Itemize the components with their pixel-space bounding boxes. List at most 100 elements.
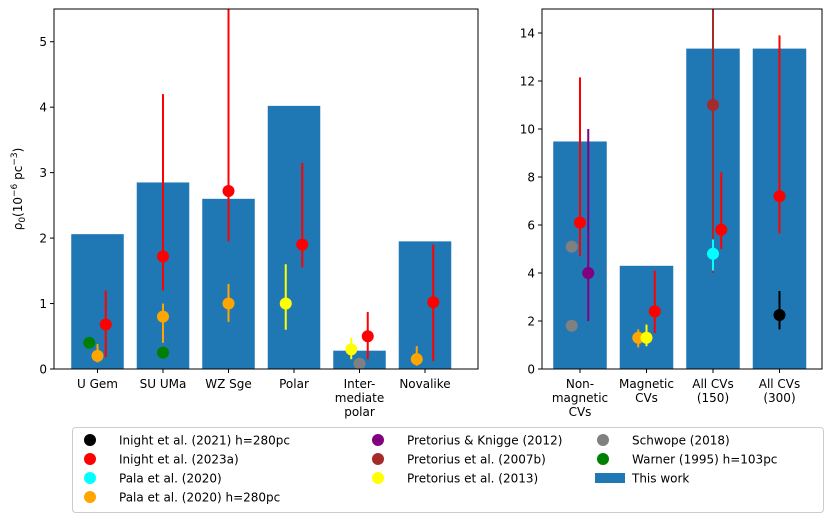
y-tick-label: 4 (39, 101, 47, 115)
data-point (707, 99, 719, 111)
data-point (773, 190, 786, 203)
x-tick-label-line: (300) (763, 391, 795, 405)
bar (398, 241, 452, 369)
x-tick-label-line: Non- (566, 377, 594, 391)
data-point (361, 330, 374, 343)
data-point (565, 319, 578, 332)
legend-label: Pala et al. (2020) h=280pc (119, 491, 280, 505)
y-axis-label-close: ) (11, 148, 25, 153)
legend-label: This work (631, 472, 689, 486)
axes-frame (541, 8, 823, 370)
y-tick-label: 0 (39, 363, 47, 377)
legend-marker (84, 453, 96, 465)
x-tick-label: Novalike (399, 377, 450, 391)
legend-label: Inight et al. (2021) h=280pc (119, 434, 290, 448)
y-tick-label: 12 (520, 75, 535, 89)
legend-label: Warner (1995) h=103pc (632, 453, 777, 467)
legend: Inight et al. (2021) h=280pc Inight et al… (72, 427, 824, 513)
x-tick-label: Magnetic CVs (619, 377, 674, 405)
data-point (353, 357, 366, 370)
data-point (632, 331, 645, 344)
bar (619, 265, 674, 369)
y-tick-label: 10 (520, 123, 535, 137)
data-point (157, 250, 169, 263)
x-tick-label: Non-magnetic CVs (552, 377, 608, 419)
y-axis-label-sub: 0 (18, 217, 28, 223)
bar (267, 105, 321, 369)
x-tick-label-line: SU UMa (140, 377, 187, 391)
x-tick-label-line: Magnetic (619, 377, 674, 391)
x-tick-label: SU UMa (140, 377, 187, 391)
y-axis-label-rho: ρ (11, 223, 25, 231)
legend-swatch (595, 473, 625, 483)
y-axis-label-exp2: −3 (10, 152, 20, 165)
x-tick-label-line: Inter- (344, 377, 376, 391)
y-tick-label: 3 (39, 166, 47, 180)
legend-marker (84, 491, 96, 503)
legend-label: Pretorius et al. (2007b) (407, 453, 546, 467)
y-tick-label: 4 (527, 267, 535, 281)
x-tick-label: WZ Sge (205, 377, 252, 391)
data-point (83, 336, 96, 349)
x-tick-label-line: magnetic (552, 391, 608, 405)
y-tick-label: 6 (527, 219, 535, 233)
legend-marker (84, 434, 96, 446)
legend-marker (597, 434, 609, 446)
legend-marker (597, 453, 609, 465)
x-tick-label-line: U Gem (77, 377, 118, 391)
x-tick-label-line: WZ Sge (205, 377, 252, 391)
left-panel: 0 1 2 3 4 5 U Gem SU UMa WZ Sge Polar Inter-mediat… (39, 8, 479, 419)
y-axis-label: ρ0(10−6 pc−3) (10, 148, 28, 231)
legend-marker (372, 434, 384, 446)
y-tick-label: 1 (39, 297, 47, 311)
y-tick-label: 2 (527, 315, 535, 329)
data-point (296, 238, 309, 251)
legend-label: Schwope (2018) (632, 434, 730, 448)
x-tick-label-line: mediate (335, 391, 384, 405)
data-point (157, 346, 169, 359)
axes-frame (53, 8, 479, 370)
x-tick-label-line: CVs (635, 391, 658, 405)
data-point (345, 343, 358, 356)
data-point (574, 216, 586, 229)
y-tick-label: 8 (527, 171, 535, 185)
data-point (773, 309, 786, 321)
x-tick-label: Inter-mediate polar (335, 377, 384, 419)
data-point (91, 349, 104, 362)
y-axis-label-open: (10 (11, 197, 25, 217)
x-tick-label-line: Polar (279, 377, 309, 391)
legend-label: Inight et al. (2023a) (119, 453, 239, 467)
data-point (279, 297, 292, 310)
x-tick-label: U Gem (77, 377, 118, 391)
y-axis-label-exp1: −6 (10, 183, 20, 197)
x-tick-label: All CVs (150) (692, 377, 734, 405)
x-tick-label-line: CVs (569, 405, 592, 419)
legend-marker (372, 472, 384, 484)
data-point (427, 296, 440, 309)
x-tick-label: Polar (279, 377, 309, 391)
data-point (99, 318, 112, 331)
legend-label: Pala et al. (2020) (119, 472, 222, 486)
x-tick-label-line: Novalike (399, 377, 450, 391)
data-point (157, 310, 169, 323)
x-tick-label-line: All CVs (759, 377, 801, 391)
y-tick-label: 5 (39, 35, 47, 49)
x-tick-label-line: polar (344, 405, 375, 419)
data-point (648, 305, 661, 318)
data-point (640, 331, 653, 344)
data-point (715, 223, 728, 236)
data-point (707, 247, 719, 260)
x-tick-label-line: All CVs (692, 377, 734, 391)
legend-label: Pretorius et al. (2013) (407, 472, 538, 486)
data-point (222, 297, 235, 310)
legend-marker (84, 472, 96, 484)
y-tick-label: 0 (527, 363, 535, 377)
x-tick-label: All CVs (300) (759, 377, 801, 405)
y-tick-label: 2 (39, 232, 47, 246)
data-point (582, 267, 595, 279)
legend-marker (372, 453, 384, 465)
legend-frame (72, 427, 824, 513)
data-point (410, 353, 423, 366)
y-axis-label-unit: pc (11, 166, 25, 184)
